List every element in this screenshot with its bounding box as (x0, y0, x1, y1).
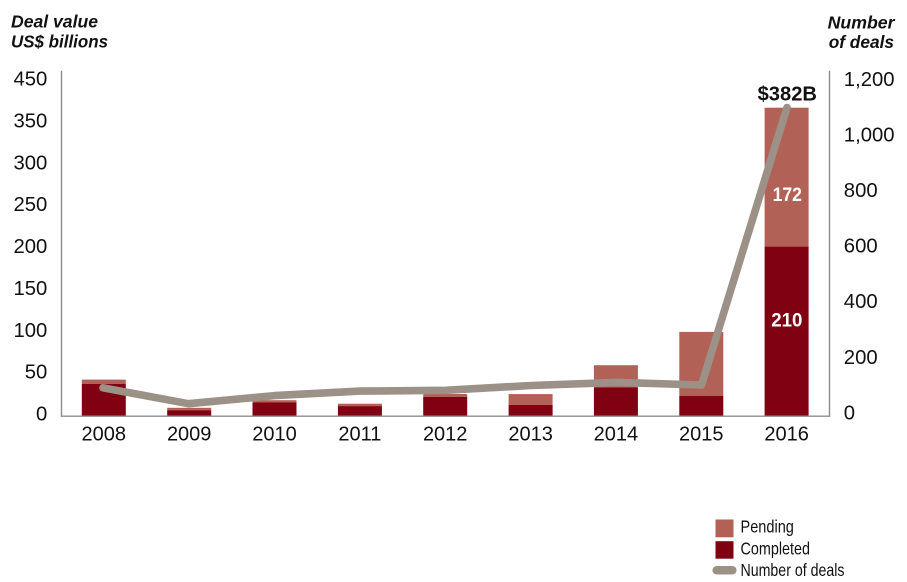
svg-text:2016: 2016 (764, 423, 809, 445)
svg-text:1,000: 1,000 (844, 124, 895, 146)
svg-text:Deal value: Deal value (11, 12, 98, 32)
svg-text:2014: 2014 (594, 423, 639, 445)
svg-text:2010: 2010 (252, 423, 297, 445)
svg-text:2012: 2012 (423, 423, 468, 445)
svg-text:0: 0 (844, 402, 855, 424)
svg-text:Number of deals: Number of deals (741, 560, 845, 580)
svg-text:US$ billions: US$ billions (11, 32, 108, 52)
svg-text:450: 450 (13, 69, 47, 91)
svg-text:Completed: Completed (741, 539, 811, 559)
svg-text:250: 250 (13, 194, 47, 216)
svg-text:100: 100 (13, 320, 47, 342)
svg-text:200: 200 (844, 347, 878, 369)
svg-text:2015: 2015 (679, 423, 724, 445)
svg-text:of deals: of deals (829, 32, 894, 52)
svg-text:350: 350 (13, 111, 47, 133)
svg-text:172: 172 (773, 184, 803, 206)
svg-text:Number: Number (828, 12, 896, 32)
svg-text:150: 150 (13, 278, 47, 300)
svg-text:50: 50 (25, 362, 48, 384)
svg-text:800: 800 (844, 180, 878, 202)
svg-text:2008: 2008 (82, 423, 127, 445)
svg-text:0: 0 (36, 404, 47, 426)
svg-text:200: 200 (13, 236, 47, 258)
svg-text:600: 600 (844, 236, 878, 258)
svg-text:2013: 2013 (508, 423, 553, 445)
svg-text:300: 300 (13, 152, 47, 174)
svg-text:Pending: Pending (741, 517, 794, 537)
svg-text:1,200: 1,200 (844, 69, 895, 91)
svg-text:210: 210 (771, 309, 802, 331)
svg-text:$382B: $382B (758, 83, 817, 106)
svg-text:2011: 2011 (338, 423, 381, 445)
svg-text:400: 400 (844, 291, 878, 313)
svg-text:2009: 2009 (167, 423, 212, 445)
